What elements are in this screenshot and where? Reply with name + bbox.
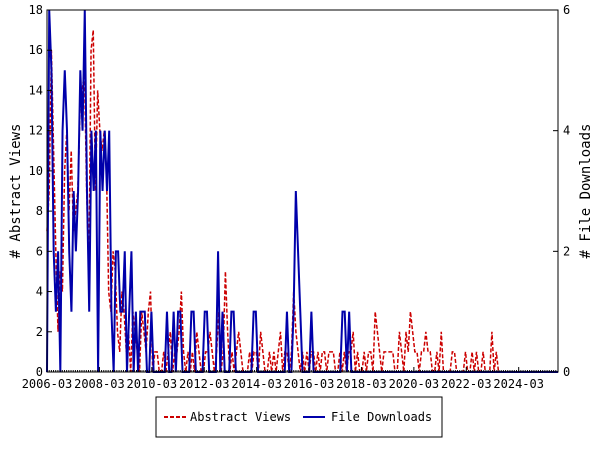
right-axis-title: # File Downloads — [578, 124, 594, 259]
x-tick-label: 2018-03 — [336, 377, 387, 391]
legend-box — [155, 396, 443, 438]
x-tick-label: 2008-03 — [74, 377, 125, 391]
x-tick-label: 2010-03 — [127, 377, 178, 391]
right-y-tick-label: 2 — [563, 244, 570, 258]
left-y-tick-label: 8 — [36, 204, 43, 218]
legend: Abstract Views File Downloads — [155, 396, 443, 438]
x-tick-label: 2016-03 — [284, 377, 335, 391]
left-y-tick-label: 16 — [29, 43, 43, 57]
legend-label-abstract-views: Abstract Views — [190, 410, 291, 424]
x-tick-label: 2006-03 — [22, 377, 73, 391]
x-tick-label: 2014-03 — [231, 377, 282, 391]
x-tick-label: 2020-03 — [389, 377, 440, 391]
x-axis-ticks: 2006-03 2008-03 2010-03 2012-03 2014-03 2016-… — [22, 367, 559, 391]
left-y-axis-ticks: 0 2 4 6 8 10 12 14 16 18 — [29, 3, 52, 379]
x-tick-label: 2024-03 — [493, 377, 544, 391]
left-axis-title: # Abstract Views — [8, 124, 24, 259]
left-y-tick-label: 0 — [36, 365, 43, 379]
left-y-tick-label: 10 — [29, 164, 43, 178]
x-tick-label: 2022-03 — [441, 377, 492, 391]
left-y-tick-label: 18 — [29, 3, 43, 17]
series-line-abstract-views — [46, 30, 558, 373]
series-line-file-downloads — [46, 9, 558, 373]
left-y-tick-label: 12 — [29, 124, 43, 138]
left-y-tick-label: 2 — [36, 325, 43, 339]
right-y-tick-label: 4 — [563, 124, 570, 138]
right-y-tick-label: 0 — [563, 365, 570, 379]
right-y-tick-label: 6 — [563, 3, 570, 17]
plot-lines — [46, 9, 558, 373]
x-tick-label: 2012-03 — [179, 377, 230, 391]
left-y-tick-label: 14 — [29, 83, 43, 97]
right-y-axis-ticks: 0 2 4 6 — [553, 3, 570, 379]
plot-frame — [46, 9, 559, 373]
left-y-tick-label: 6 — [36, 244, 43, 258]
legend-label-file-downloads: File Downloads — [331, 410, 432, 424]
left-y-tick-label: 4 — [36, 285, 43, 299]
